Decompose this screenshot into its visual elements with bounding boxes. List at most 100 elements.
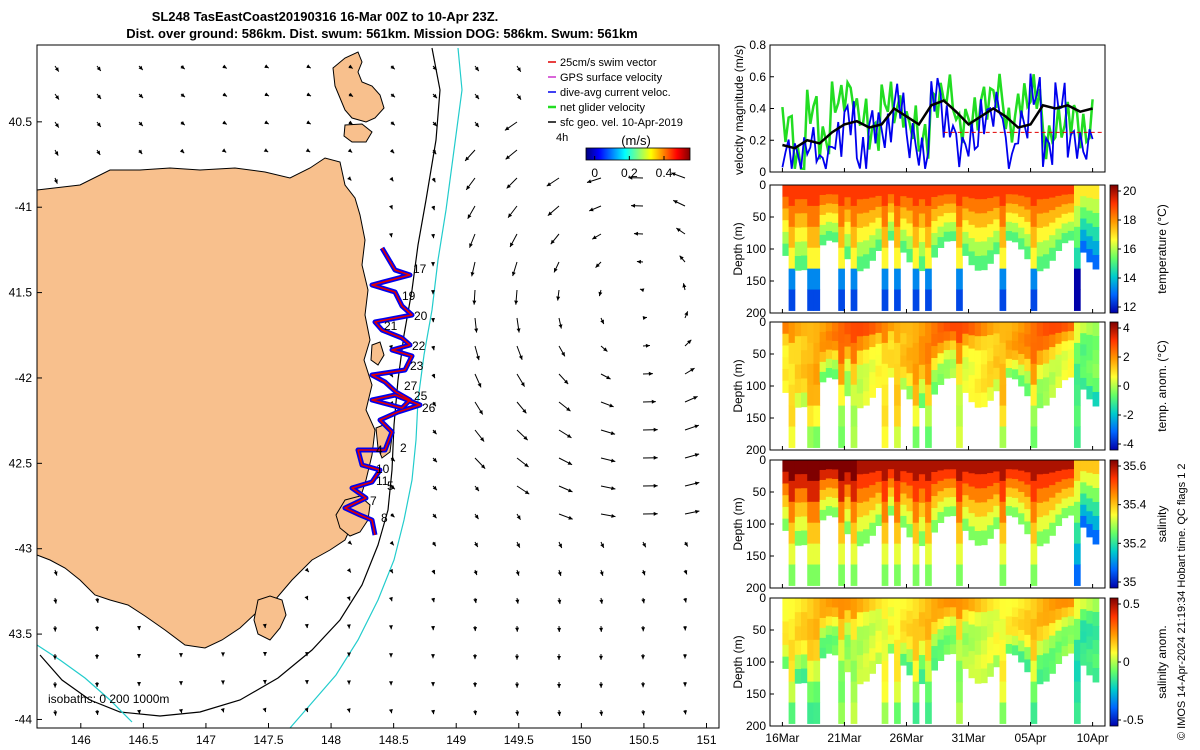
section-cell	[856, 199, 864, 215]
vector-arrowhead	[636, 259, 642, 264]
section-cell	[863, 349, 870, 365]
section-cell	[856, 350, 864, 366]
section-cell	[887, 505, 895, 516]
section-cell	[819, 194, 827, 206]
section-cell	[1018, 513, 1025, 525]
section-cell	[1036, 474, 1044, 490]
map-x-tick-label: 149.5	[504, 733, 534, 747]
section-cell	[1024, 358, 1032, 372]
vector-arrowhead	[515, 655, 520, 660]
map-y-tick-label: -41	[15, 200, 33, 214]
section-cell	[819, 331, 827, 343]
section-cell	[987, 198, 994, 212]
section-cell	[782, 644, 790, 658]
section-cell	[918, 488, 926, 504]
section-cell	[850, 660, 858, 683]
section-cell	[856, 460, 864, 475]
section-cell	[993, 322, 1001, 334]
section-cell	[1061, 341, 1069, 352]
section-colorbar-label: temp. anom. (°C)	[1155, 340, 1169, 432]
section-cell	[1011, 194, 1019, 205]
vector-arrowhead	[599, 711, 604, 716]
section-cell	[956, 681, 963, 704]
section-cell	[1011, 322, 1019, 332]
section-y-tick-label: 50	[753, 210, 767, 224]
section-cell	[863, 487, 870, 503]
section-cell	[906, 662, 914, 676]
section-cell	[838, 426, 845, 448]
section-cell	[1086, 197, 1094, 212]
section-cell	[869, 322, 876, 336]
section-cell	[782, 345, 790, 358]
vector-arrowhead	[221, 148, 227, 153]
vector-arrowhead	[432, 65, 437, 71]
section-cell	[1086, 386, 1094, 400]
section-cell	[987, 361, 994, 375]
section-cell	[807, 426, 814, 448]
section-colorbar-tick-label: 35	[1123, 575, 1137, 589]
section-cell	[974, 336, 982, 351]
section-cell	[875, 239, 883, 251]
section-cell	[1005, 478, 1013, 489]
section-cell	[875, 492, 883, 505]
section-cell	[912, 618, 920, 641]
section-cell	[813, 205, 821, 228]
section-cell	[850, 522, 858, 545]
vector-arrowhead	[432, 429, 437, 435]
section-cell	[925, 363, 932, 386]
section-cell	[1024, 197, 1032, 211]
section-cell	[782, 185, 790, 198]
section-cell	[906, 185, 914, 199]
section-cell	[968, 637, 976, 652]
section-cell	[838, 289, 845, 311]
section-cell	[1092, 529, 1100, 545]
section-field	[782, 322, 1100, 448]
vector-arrowhead	[524, 462, 529, 468]
section-cell	[1067, 340, 1075, 351]
section-cell	[1024, 647, 1032, 660]
section-cell	[850, 363, 858, 386]
section-cell	[949, 506, 957, 517]
vector-arrowhead	[556, 296, 561, 301]
section-cell	[813, 564, 821, 586]
section-cell	[850, 342, 858, 365]
section-cell	[956, 268, 963, 291]
section-cell	[838, 226, 845, 249]
section-cell	[838, 618, 845, 641]
section-cell	[999, 681, 1007, 704]
vector-arrowhead	[516, 515, 521, 520]
section-cell	[1086, 524, 1094, 538]
vector-arrowhead	[465, 156, 470, 161]
section-cell	[794, 488, 802, 504]
section-cell	[807, 384, 814, 407]
section-cell	[949, 359, 957, 369]
section-cell	[1036, 655, 1044, 670]
vector-arrowhead	[683, 682, 688, 687]
section-cell	[937, 205, 945, 217]
section-cell	[1024, 346, 1032, 360]
vector-arrowhead	[389, 568, 393, 574]
section-colorbar-label: salinity	[1155, 506, 1169, 543]
section-cell	[1011, 203, 1019, 214]
vector-arrowhead	[473, 683, 478, 688]
section-cell	[1073, 226, 1081, 249]
vector-arrowhead	[304, 595, 309, 601]
section-cell	[881, 226, 889, 249]
section-cell	[801, 612, 808, 627]
vector-arrowhead	[474, 94, 479, 100]
vector-arrowhead	[96, 66, 101, 71]
section-cell	[1024, 610, 1032, 624]
section-cell	[794, 241, 802, 257]
section-cell	[968, 211, 976, 226]
section-cell	[807, 660, 814, 683]
section-cell	[869, 210, 876, 224]
section-cell	[813, 247, 821, 270]
section-cell	[788, 185, 796, 207]
vector-arrowhead	[388, 625, 393, 630]
vector-arrowhead	[480, 437, 485, 442]
section-cell	[875, 460, 883, 472]
section-cell	[782, 518, 790, 531]
section-cell	[1073, 618, 1081, 641]
section-cell	[1073, 185, 1081, 207]
section-cell	[918, 502, 926, 518]
